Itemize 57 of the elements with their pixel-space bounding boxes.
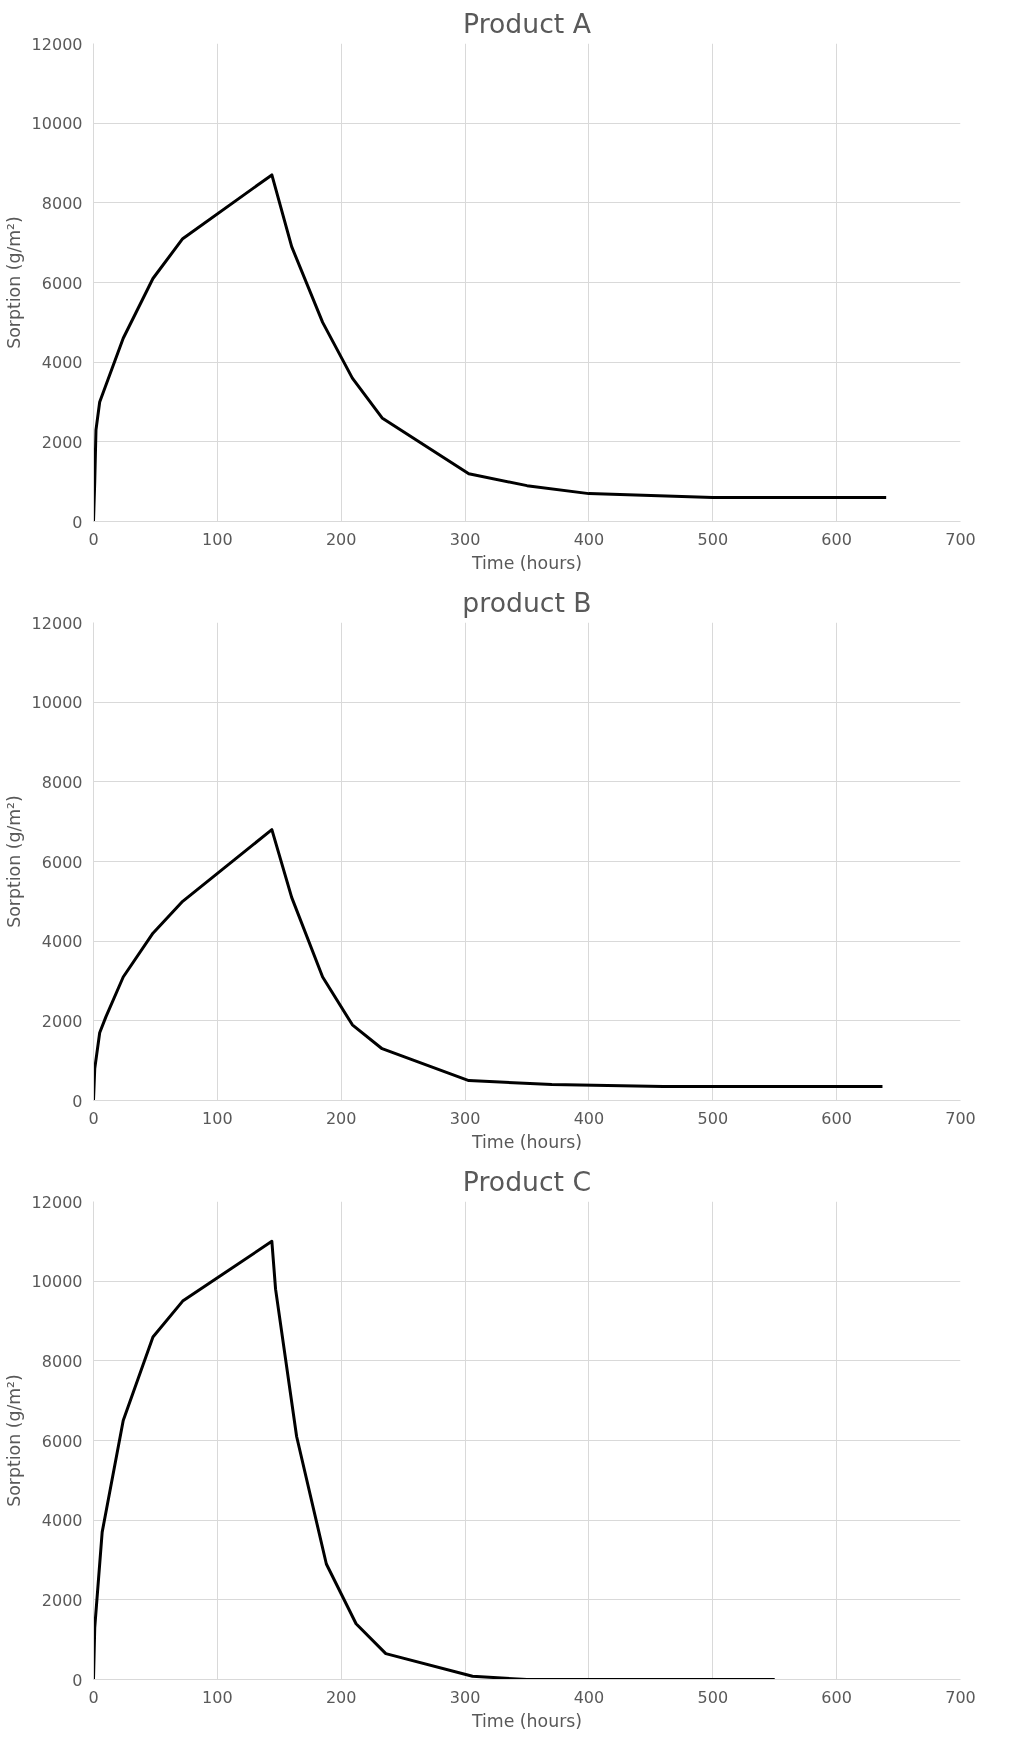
x-tick-label: 700 bbox=[945, 1687, 976, 1707]
x-axis-title: Time (hours) bbox=[470, 552, 583, 573]
y-tick-label: 10000 bbox=[31, 693, 83, 713]
x-tick-label: 600 bbox=[821, 529, 852, 549]
y-axis-title: Sorption (g/m²) bbox=[3, 795, 24, 928]
x-tick-label: 100 bbox=[202, 529, 233, 549]
y-tick-label: 0 bbox=[72, 1091, 83, 1111]
x-tick-label: 500 bbox=[697, 1687, 729, 1707]
y-tick-label: 2000 bbox=[41, 432, 83, 452]
x-tick-label: 700 bbox=[945, 1108, 976, 1128]
y-tick-label: 8000 bbox=[41, 193, 83, 213]
y-axis-title: Sorption (g/m²) bbox=[3, 1374, 24, 1507]
y-tick-label: 0 bbox=[72, 1670, 83, 1690]
x-tick-label: 0 bbox=[88, 1687, 99, 1707]
x-tick-label: 700 bbox=[945, 529, 976, 549]
y-tick-label: 2000 bbox=[41, 1011, 83, 1031]
chart-title: Product A bbox=[463, 7, 592, 39]
x-tick-label: 100 bbox=[202, 1687, 233, 1707]
x-tick-label: 400 bbox=[573, 529, 605, 549]
x-tick-label: 400 bbox=[573, 1687, 605, 1707]
y-tick-label: 2000 bbox=[41, 1590, 83, 1610]
y-tick-label: 4000 bbox=[41, 932, 83, 952]
y-tick-label: 6000 bbox=[41, 1431, 83, 1451]
y-tick-label: 12000 bbox=[31, 1192, 83, 1212]
y-tick-label: 10000 bbox=[31, 114, 83, 134]
y-tick-label: 6000 bbox=[41, 273, 83, 293]
chart-title: Product C bbox=[462, 1165, 592, 1197]
y-tick-label: 4000 bbox=[41, 353, 83, 373]
x-tick-label: 600 bbox=[821, 1108, 852, 1128]
line-series bbox=[93, 1239, 777, 1680]
y-tick-label: 12000 bbox=[31, 34, 83, 54]
x-tick-label: 300 bbox=[449, 529, 481, 549]
x-tick-label: 100 bbox=[202, 1108, 233, 1128]
y-tick-label: 10000 bbox=[31, 1272, 83, 1292]
x-tick-label: 0 bbox=[88, 529, 99, 549]
line-series bbox=[93, 828, 884, 1101]
x-tick-label: 0 bbox=[88, 1108, 99, 1128]
x-tick-label: 300 bbox=[449, 1108, 481, 1128]
y-tick-label: 6000 bbox=[41, 852, 83, 872]
chart-title: product B bbox=[462, 586, 592, 618]
x-tick-label: 500 bbox=[697, 529, 729, 549]
x-tick-label: 400 bbox=[573, 1108, 605, 1128]
line-series bbox=[93, 173, 888, 522]
y-axis-title: Sorption (g/m²) bbox=[3, 216, 24, 349]
x-tick-label: 500 bbox=[697, 1108, 729, 1128]
x-tick-label: 300 bbox=[449, 1687, 481, 1707]
y-tick-label: 8000 bbox=[41, 1351, 83, 1371]
x-axis-title: Time (hours) bbox=[470, 1710, 583, 1731]
y-tick-label: 4000 bbox=[41, 1511, 83, 1531]
x-tick-label: 200 bbox=[325, 1108, 357, 1128]
x-tick-label: 200 bbox=[325, 529, 357, 549]
x-tick-label: 200 bbox=[325, 1687, 357, 1707]
x-tick-label: 600 bbox=[821, 1687, 852, 1707]
y-tick-label: 8000 bbox=[41, 772, 83, 792]
x-axis-title: Time (hours) bbox=[470, 1131, 583, 1152]
y-tick-label: 12000 bbox=[31, 613, 83, 633]
y-tick-label: 0 bbox=[72, 512, 83, 532]
